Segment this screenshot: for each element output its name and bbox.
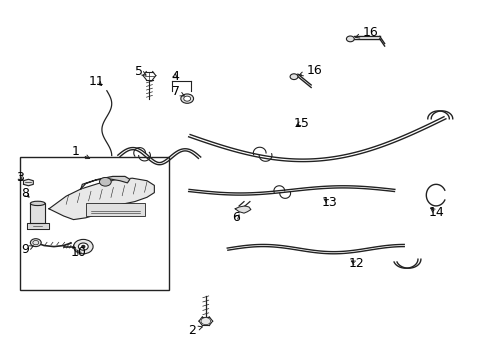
Text: 3: 3 [16, 171, 24, 184]
Circle shape [181, 94, 194, 103]
Circle shape [74, 239, 93, 254]
Text: 9: 9 [22, 243, 33, 256]
Polygon shape [235, 206, 251, 213]
Circle shape [78, 243, 88, 250]
Text: 15: 15 [294, 117, 309, 130]
Text: 13: 13 [321, 196, 337, 209]
Polygon shape [24, 179, 33, 186]
Circle shape [30, 239, 41, 247]
Text: 2: 2 [188, 324, 202, 337]
Circle shape [99, 177, 111, 186]
Polygon shape [27, 223, 49, 229]
Text: 5: 5 [135, 65, 146, 78]
Circle shape [82, 246, 85, 248]
Bar [20, 157, 169, 290]
Polygon shape [81, 176, 130, 189]
Text: 1: 1 [72, 145, 90, 159]
Circle shape [290, 74, 298, 80]
Circle shape [201, 318, 211, 325]
Polygon shape [30, 203, 45, 223]
Text: 4: 4 [172, 70, 179, 83]
Circle shape [184, 96, 191, 101]
Text: 6: 6 [232, 211, 240, 224]
Circle shape [346, 36, 354, 42]
Polygon shape [49, 178, 154, 220]
Text: 10: 10 [71, 246, 86, 258]
Text: 16: 16 [356, 26, 379, 39]
Text: 14: 14 [428, 206, 444, 219]
FancyBboxPatch shape [86, 203, 145, 216]
Ellipse shape [30, 201, 45, 206]
Text: 7: 7 [172, 85, 184, 98]
Circle shape [33, 240, 39, 245]
Text: 8: 8 [22, 187, 29, 200]
Text: 11: 11 [89, 75, 105, 87]
Text: 16: 16 [299, 64, 322, 77]
Text: 12: 12 [349, 257, 365, 270]
